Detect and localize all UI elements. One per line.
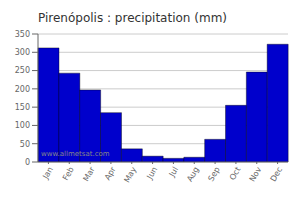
svg-text:Jun: Jun <box>145 165 160 181</box>
svg-text:Aug: Aug <box>185 165 201 183</box>
svg-text:Sep: Sep <box>206 165 221 183</box>
svg-text:300: 300 <box>15 48 30 57</box>
svg-text:Oct: Oct <box>228 165 243 181</box>
svg-text:150: 150 <box>15 103 30 112</box>
svg-text:200: 200 <box>15 85 30 94</box>
svg-text:Mar: Mar <box>81 165 97 183</box>
svg-text:Feb: Feb <box>61 165 76 182</box>
svg-text:250: 250 <box>15 66 30 75</box>
svg-text:May: May <box>122 165 138 184</box>
svg-text:Nov: Nov <box>248 165 264 183</box>
svg-text:0: 0 <box>25 158 30 167</box>
svg-text:100: 100 <box>15 121 30 130</box>
svg-text:350: 350 <box>15 30 30 39</box>
svg-text:50: 50 <box>20 140 30 149</box>
svg-text:Jan: Jan <box>41 165 55 181</box>
svg-text:Dec: Dec <box>269 165 285 183</box>
svg-text:Apr: Apr <box>103 165 118 182</box>
html-text:Pirenópolis : precipitation (m: Pirenópolis : precipitation (mm) <box>38 11 227 25</box>
html-text:www.allmetsat.com: www.allmetsat.com <box>41 150 110 158</box>
svg-text:Jul: Jul <box>167 165 180 179</box>
